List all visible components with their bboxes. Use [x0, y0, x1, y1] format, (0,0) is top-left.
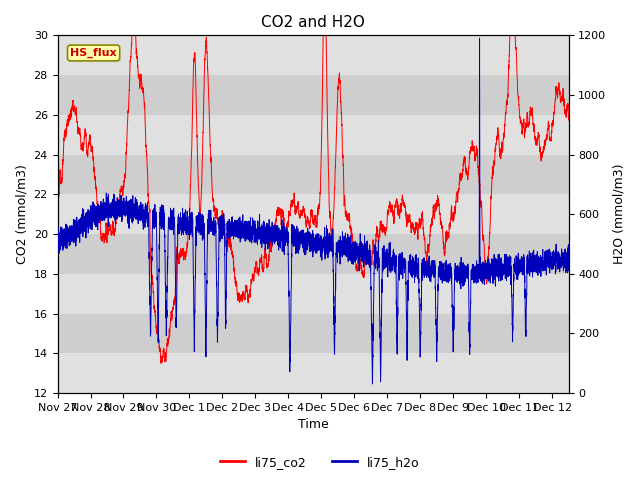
Y-axis label: H2O (mmol/m3): H2O (mmol/m3) [612, 164, 625, 264]
Bar [58, 234, 568, 274]
X-axis label: Time: Time [298, 419, 328, 432]
Text: HS_flux: HS_flux [70, 48, 117, 58]
Bar [58, 115, 568, 155]
Bar [58, 274, 568, 313]
Legend: li75_co2, li75_h2o: li75_co2, li75_h2o [215, 451, 425, 474]
Y-axis label: CO2 (mmol/m3): CO2 (mmol/m3) [15, 164, 28, 264]
Bar [58, 194, 568, 234]
Bar [58, 36, 568, 75]
Bar [58, 155, 568, 194]
Bar [58, 313, 568, 353]
Title: CO2 and H2O: CO2 and H2O [261, 15, 365, 30]
Bar [58, 75, 568, 115]
Bar [58, 353, 568, 393]
